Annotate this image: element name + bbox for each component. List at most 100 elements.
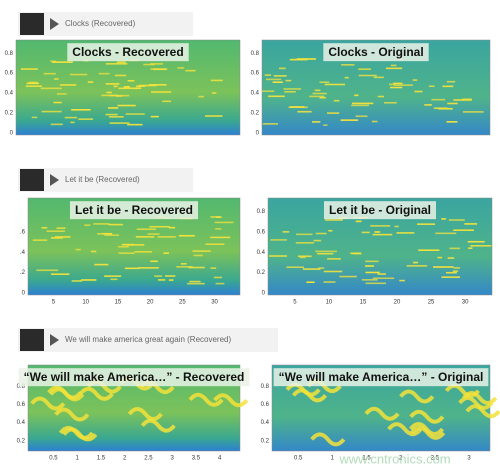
x-tick-label: 1.5	[362, 456, 371, 462]
harmonic	[324, 83, 346, 86]
x-tick-label: 15	[360, 300, 367, 306]
harmonic	[26, 82, 39, 85]
harmonic	[118, 87, 139, 90]
harmonic	[215, 282, 225, 285]
formant	[364, 406, 400, 421]
harmonic	[350, 252, 361, 255]
harmonic	[43, 72, 56, 75]
harmonic	[309, 95, 325, 98]
harmonic	[442, 85, 454, 88]
y-tick-label: 0	[256, 131, 260, 137]
harmonic	[412, 79, 418, 81]
panel-title: Clocks - Recovered	[72, 45, 183, 59]
harmonic	[123, 86, 130, 88]
harmonic	[446, 121, 458, 123]
harmonic	[433, 266, 454, 268]
formant	[188, 392, 224, 407]
harmonic	[365, 260, 379, 263]
harmonic	[105, 63, 128, 65]
harmonic	[110, 278, 118, 281]
y-tick-label: 0.4	[251, 91, 260, 97]
formant	[78, 386, 114, 401]
harmonic	[105, 113, 118, 116]
harmonic	[149, 84, 167, 86]
harmonic	[371, 120, 378, 123]
harmonic	[299, 256, 306, 259]
harmonic	[25, 85, 42, 88]
play-icon[interactable]	[50, 18, 59, 30]
harmonic	[462, 111, 484, 113]
x-tick-label: 20	[394, 300, 401, 306]
harmonic	[198, 95, 204, 98]
harmonic	[285, 79, 292, 82]
harmonic	[464, 223, 478, 225]
harmonic	[117, 104, 136, 107]
harmonic	[124, 267, 140, 270]
play-icon[interactable]	[50, 334, 59, 346]
harmonic	[151, 91, 172, 93]
harmonic	[414, 90, 423, 93]
harmonic	[138, 267, 159, 269]
harmonic	[441, 218, 446, 220]
player-bar	[18, 168, 193, 192]
harmonic	[168, 279, 174, 281]
title-box	[18, 368, 250, 387]
harmonic	[114, 74, 127, 77]
thumbnail	[20, 13, 44, 35]
harmonic	[447, 257, 455, 259]
harmonic	[302, 268, 321, 270]
harmonic	[185, 69, 196, 72]
harmonic	[315, 250, 337, 253]
y-tick-label: 0.6	[5, 71, 14, 77]
formant	[140, 418, 176, 433]
y-tick-label: 0.4	[17, 420, 26, 426]
harmonic	[312, 121, 321, 123]
x-tick-label: 25	[428, 300, 435, 306]
x-tick-label: 25	[179, 300, 186, 306]
harmonic	[268, 95, 285, 98]
harmonic	[449, 247, 461, 250]
harmonic	[373, 76, 384, 79]
harmonic	[262, 90, 275, 92]
harmonic	[41, 226, 48, 229]
harmonic	[340, 119, 359, 121]
player-title: We will make america great again (Recove…	[65, 335, 231, 344]
harmonic	[412, 261, 419, 264]
harmonic	[210, 267, 217, 269]
y-tick-label: 0.2	[17, 438, 26, 444]
harmonic	[87, 81, 94, 83]
x-tick-label: 0.5	[49, 456, 58, 462]
harmonic	[435, 232, 457, 235]
harmonic	[396, 232, 415, 234]
harmonic	[269, 255, 287, 257]
harmonic	[150, 260, 158, 263]
harmonic	[390, 64, 397, 67]
harmonic	[372, 233, 393, 236]
harmonic	[150, 68, 167, 70]
harmonic	[319, 96, 326, 99]
harmonic	[118, 252, 135, 254]
y-tick-label: 0.2	[261, 438, 270, 444]
harmonic	[365, 265, 374, 267]
harmonic	[136, 228, 156, 231]
harmonic	[213, 276, 223, 279]
play-icon[interactable]	[50, 174, 59, 186]
harmonic	[51, 237, 63, 239]
x-tick-label: 5	[293, 300, 297, 306]
harmonic	[452, 270, 459, 272]
y-tick-label: 0.8	[257, 209, 266, 215]
y-tick-label: 0.4	[257, 250, 266, 256]
harmonic	[50, 60, 56, 63]
x-tick-label: 10	[326, 300, 333, 306]
title-box	[323, 43, 429, 62]
harmonic	[71, 280, 83, 282]
panel-title: Clocks - Original	[328, 45, 423, 59]
harmonic	[326, 112, 340, 114]
harmonic	[189, 280, 201, 283]
harmonic	[361, 279, 378, 281]
harmonic	[393, 82, 403, 85]
y-tick-label: 0.4	[5, 91, 14, 97]
harmonic	[361, 231, 370, 234]
harmonic	[333, 99, 340, 102]
